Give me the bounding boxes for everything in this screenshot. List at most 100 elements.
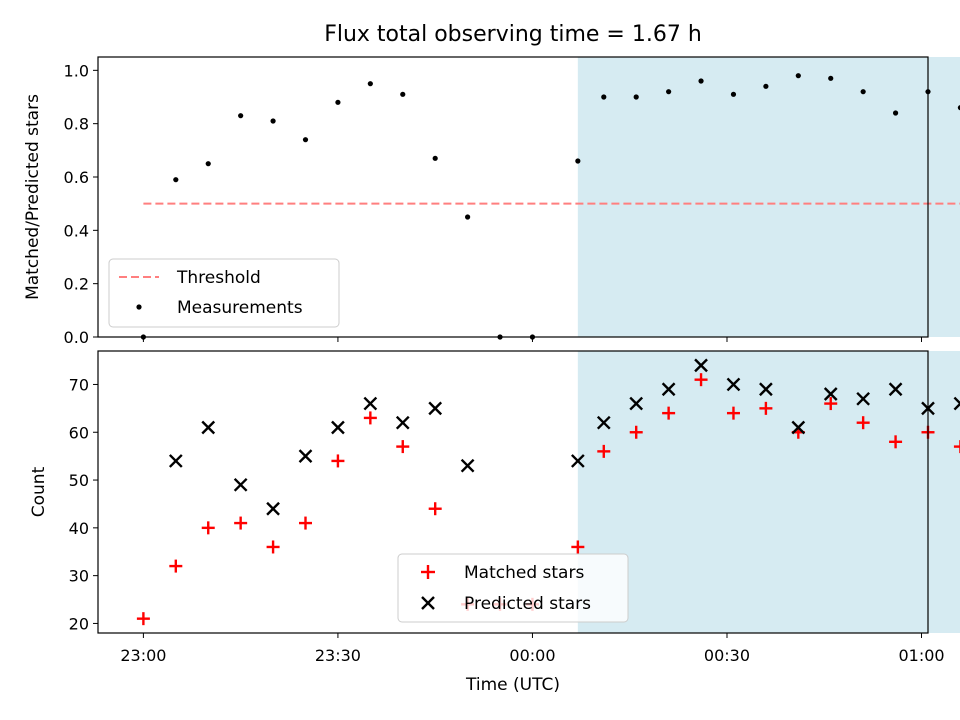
predicted-star-stroke-b — [629, 396, 644, 411]
top-y-tick-label: 0.8 — [64, 115, 89, 134]
predicted-star-marker — [661, 382, 676, 397]
matched-stars-points — [136, 373, 960, 626]
bottom-y-tick-label: 60 — [69, 423, 89, 442]
bottom-x-tick-label: 00:00 — [509, 646, 555, 665]
measurement-point — [367, 81, 373, 87]
top-y-tick-label: 0.4 — [64, 221, 89, 240]
bottom-x-tick-label: 23:00 — [120, 646, 166, 665]
predicted-star-marker — [395, 415, 410, 430]
predicted-star-marker — [856, 391, 871, 406]
measurement-point — [205, 161, 211, 167]
predicted-star-marker — [363, 396, 378, 411]
top-shaded-span — [577, 57, 960, 337]
matched-star-marker — [571, 540, 585, 554]
bottom-y-tick-label: 20 — [69, 614, 89, 633]
predicted-star-marker — [428, 401, 443, 416]
predicted-star-stroke-b — [570, 454, 585, 468]
predicted-star-marker — [953, 396, 960, 411]
legend-matched-swatch — [421, 565, 435, 579]
predicted-star-stroke-b — [233, 477, 248, 492]
predicted-star-stroke-b — [694, 358, 708, 373]
measurement-point — [173, 177, 179, 183]
measurement-point — [575, 158, 581, 164]
legend-measurement-swatch — [136, 304, 142, 310]
legend-predicted-swatch — [421, 596, 435, 610]
measurement-points — [140, 73, 960, 340]
measurement-point — [270, 118, 276, 124]
top-y-tick-label: 0.6 — [64, 168, 89, 187]
measurement-point — [666, 89, 672, 95]
measurement-point — [892, 110, 899, 116]
measurement-point — [400, 91, 406, 97]
predicted-star-marker — [570, 454, 585, 468]
matched-star-marker — [824, 397, 838, 411]
measurement-point — [698, 78, 704, 84]
matched-star-marker — [363, 411, 377, 425]
predicted-star-stroke-b — [460, 458, 475, 473]
measurement-point — [335, 99, 341, 105]
measurement-point — [601, 94, 607, 100]
predicted-star-marker — [823, 387, 838, 401]
bottom-x-tick-label: 23:30 — [315, 646, 361, 665]
measurement-point — [302, 137, 309, 143]
bottom-y-tick-label: 70 — [69, 375, 89, 394]
bottom-y-label: Count — [29, 466, 49, 517]
predicted-star-stroke-b — [298, 449, 313, 464]
matched-star-marker — [396, 440, 410, 454]
bottom-x-label: Time (UTC) — [465, 675, 560, 695]
predicted-star-marker — [266, 501, 280, 516]
top-x-ticks — [142, 337, 923, 342]
predicted-star-stroke-b — [791, 420, 806, 435]
measurement-point — [432, 155, 438, 161]
predicted-star-stroke-b — [168, 454, 183, 468]
bottom-frame — [97, 350, 929, 634]
figure-title: Flux total observing time = 1.67 h — [324, 22, 702, 47]
matched-star-marker — [234, 516, 248, 530]
matched-star-marker — [953, 440, 960, 454]
predicted-star-marker — [694, 358, 708, 373]
legend-measurements-label: Measurements — [177, 298, 303, 318]
matched-star-marker — [136, 612, 150, 626]
measurement-point — [465, 214, 471, 220]
measurement-point — [860, 89, 866, 95]
predicted-star-stroke-b — [726, 377, 741, 392]
matched-star-marker — [299, 516, 312, 530]
top-y-tick-label: 1.0 — [64, 61, 89, 80]
bottom-legend-box — [397, 553, 629, 623]
bottom-y-tick-label: 40 — [69, 519, 89, 538]
predicted-star-marker — [888, 382, 903, 397]
matched-star-marker — [629, 425, 643, 439]
predicted-star-stroke-b — [888, 382, 903, 397]
bottom-x-tick-label: 00:30 — [704, 646, 750, 665]
bottom-y-axis: 20 30 40 50 60 70 — [69, 375, 98, 633]
predicted-star-marker — [629, 396, 644, 411]
measurement-point — [238, 113, 244, 119]
bottom-x-tick-label: 01:00 — [898, 646, 944, 665]
predicted-star-marker — [791, 420, 806, 435]
top-legend-box — [108, 258, 340, 328]
predicted-star-marker — [233, 477, 248, 492]
predicted-star-stroke-b — [331, 420, 345, 435]
legend-matched-label: Matched stars — [464, 563, 584, 583]
matched-star-marker — [266, 540, 280, 554]
top-y-axis: 0.0 0.2 0.4 0.6 0.8 1.0 — [64, 61, 98, 347]
predicted-star-stroke-b — [856, 391, 871, 406]
legend-threshold-label: Threshold — [176, 268, 261, 288]
top-y-label: Matched/Predicted stars — [23, 94, 43, 300]
predicted-star-stroke-b — [823, 387, 838, 401]
predicted-star-stroke-b — [363, 396, 378, 411]
predicted-star-stroke-a — [953, 396, 960, 405]
predicted-star-stroke-b — [395, 415, 410, 430]
top-frame — [97, 56, 929, 338]
predicted-star-stroke-b — [953, 402, 960, 411]
predicted-star-marker — [331, 420, 345, 435]
matched-star-marker — [331, 454, 345, 468]
matched-star-marker — [726, 406, 740, 420]
predicted-star-stroke-b — [661, 382, 676, 397]
matched-star-marker — [597, 444, 611, 458]
predicted-star-stroke-b — [266, 501, 280, 516]
top-y-tick-label: 0.2 — [64, 275, 89, 294]
predicted-star-marker — [201, 420, 216, 435]
predicted-star-stroke-b — [428, 401, 443, 416]
